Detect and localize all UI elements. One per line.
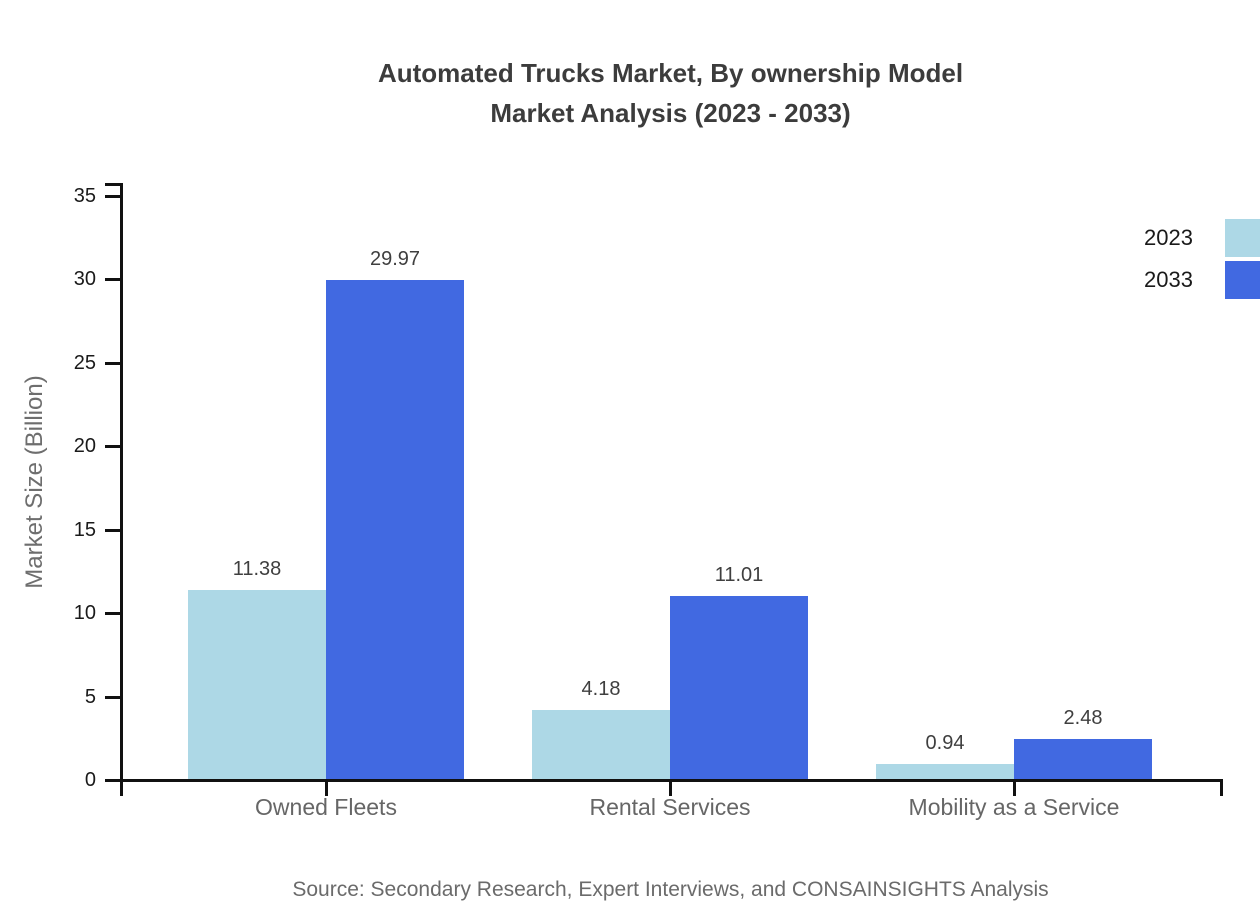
y-tick-label: 30 — [73, 268, 96, 291]
chart-title: Automated Trucks Market, By ownership Mo… — [120, 53, 1221, 133]
y-axis-line — [120, 183, 123, 796]
y-tick-label: 5 — [84, 685, 96, 708]
x-tick — [325, 780, 328, 796]
bar-2033-1 — [670, 596, 808, 780]
y-tick — [105, 445, 120, 449]
value-label: 4.18 — [581, 678, 621, 701]
bar-2023-1 — [532, 710, 670, 780]
legend-label: 2023 — [1144, 225, 1193, 250]
y-tick-label: 35 — [73, 185, 96, 207]
value-label: 0.94 — [925, 732, 965, 755]
chart-title-line1: Automated Trucks Market, By ownership Mo… — [377, 58, 964, 88]
y-tick — [105, 195, 120, 198]
legend-label: 2033 — [1144, 267, 1193, 292]
value-label: 11.01 — [714, 564, 764, 587]
x-axis-end-tick — [1220, 780, 1223, 796]
chart-title-line2: Market Analysis (2023 - 2033) — [490, 98, 851, 128]
y-tick — [105, 361, 120, 365]
legend-swatch — [1225, 261, 1260, 299]
y-tick-label: 15 — [73, 518, 96, 541]
y-tick — [105, 278, 120, 282]
value-label: 11.38 — [232, 558, 282, 581]
bar-2023-0 — [188, 590, 326, 780]
y-tick — [105, 528, 120, 532]
y-tick — [105, 612, 120, 616]
legend-swatch — [1225, 219, 1260, 257]
source-note: Source: Secondary Research, Expert Inter… — [292, 878, 1049, 901]
category-label: Rental Services — [589, 794, 751, 820]
legend-item-2023: 2023 — [1144, 219, 1260, 257]
value-label: 29.97 — [369, 247, 421, 270]
y-tick-label: 20 — [73, 435, 96, 458]
category-label: Mobility as a Service — [908, 794, 1120, 820]
bar-2023-2 — [876, 764, 1014, 780]
x-axis-line — [105, 779, 1223, 782]
x-tick — [669, 780, 672, 796]
category-label: Owned Fleets — [255, 794, 397, 820]
y-axis-end-cap — [105, 183, 123, 186]
y-tick-label: 10 — [73, 602, 96, 625]
bar-2033-0 — [326, 279, 464, 780]
y-tick — [105, 779, 120, 782]
y-tick-label: 25 — [73, 351, 96, 374]
x-tick — [1013, 780, 1016, 796]
y-tick — [105, 695, 120, 699]
bar-2033-2 — [1014, 738, 1152, 780]
legend-item-2033: 2033 — [1144, 261, 1260, 299]
value-label: 2.48 — [1063, 706, 1103, 729]
legend: 2023 2033 — [1144, 219, 1260, 303]
y-tick-label: 0 — [84, 769, 96, 791]
